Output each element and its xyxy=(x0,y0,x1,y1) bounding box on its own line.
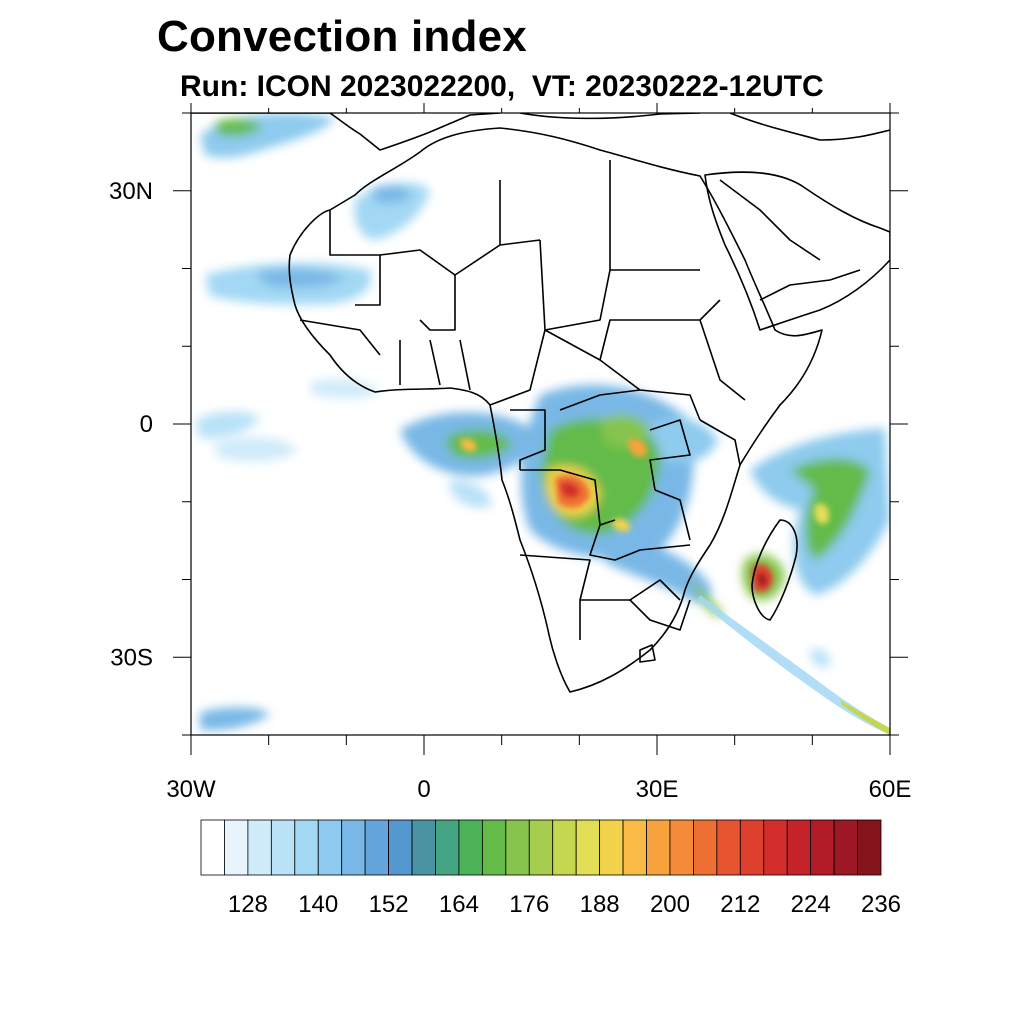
colorbar-swatch xyxy=(341,819,366,876)
colorbar-swatch xyxy=(270,819,296,876)
field-north-atlantic-core xyxy=(215,118,262,136)
field-atlantic-west xyxy=(195,411,260,439)
colorbar-label: 200 xyxy=(650,891,690,918)
field-front-streak xyxy=(698,595,890,735)
coastlines xyxy=(191,113,890,693)
field-mascarene-mid xyxy=(790,458,870,560)
x-tick-label: 30W xyxy=(166,776,216,803)
colorbar-swatch xyxy=(669,819,694,876)
field-southern-spot xyxy=(810,648,831,668)
colorbar-swatch xyxy=(810,819,835,876)
colorbar-swatch xyxy=(317,819,343,876)
colorbar-swatch xyxy=(833,819,858,876)
field-congo-spot xyxy=(628,439,647,457)
axis-labels: 30W 0 30E 60E 30N 0 30S xyxy=(109,178,911,803)
colorbar-swatch xyxy=(646,819,671,876)
colorbar-swatch xyxy=(224,819,249,876)
convection-field xyxy=(195,113,890,735)
colorbar-swatch xyxy=(528,819,554,876)
field-atlantic-streak xyxy=(212,437,298,462)
colorbar-swatch xyxy=(200,819,225,876)
colorbar-swatch xyxy=(786,819,812,876)
colorbar-swatch xyxy=(599,819,624,876)
colorbar-swatch xyxy=(763,819,788,876)
colorbar xyxy=(200,819,882,876)
y-tick-label: 0 xyxy=(140,411,153,438)
field-western-sahara-core xyxy=(372,185,412,204)
colorbar-swatch xyxy=(364,819,389,876)
colorbar-swatch xyxy=(622,819,647,876)
colorbar-label: 164 xyxy=(439,891,479,918)
field-front-core xyxy=(840,700,890,735)
colorbar-label: 236 xyxy=(861,891,901,918)
field-western-sahara xyxy=(354,182,430,240)
colorbar-swatch xyxy=(294,819,319,876)
colorbar-swatch xyxy=(481,819,507,876)
chart-subtitle: Run: ICON 2023022200, VT: 20230222-12UTC xyxy=(180,70,824,103)
colorbar-swatch xyxy=(505,819,530,876)
field-mauritania-core xyxy=(255,268,345,288)
x-tick-label: 0 xyxy=(417,776,430,803)
colorbar-swatch xyxy=(739,819,765,876)
colorbar-swatch xyxy=(388,819,413,876)
colorbar-swatch xyxy=(435,819,460,876)
field-madagascar-core xyxy=(757,573,768,586)
field-congo-northeast xyxy=(600,414,650,448)
colorbar-swatch xyxy=(575,819,601,876)
chart-title: Convection index xyxy=(157,12,527,61)
field-mascarene-spot xyxy=(814,503,830,525)
field-gabon-spot xyxy=(460,438,477,452)
colorbar-swatch xyxy=(716,819,741,876)
field-great-lakes xyxy=(650,418,718,464)
field-congo-core xyxy=(560,481,580,498)
field-south-atlantic-corner xyxy=(200,707,270,731)
field-gabon-offshore xyxy=(450,479,492,508)
axis-ticks xyxy=(173,103,908,755)
colorbar-label: 128 xyxy=(228,891,268,918)
colorbar-swatch xyxy=(693,819,718,876)
field-zambia-spot xyxy=(612,518,631,532)
colorbar-labels: 128 140 152 164 176 188 200 212 224 236 xyxy=(228,891,901,918)
y-tick-label: 30N xyxy=(109,178,153,205)
colorbar-label: 188 xyxy=(580,891,620,918)
colorbar-label: 212 xyxy=(720,891,760,918)
x-tick-label: 60E xyxy=(869,776,912,803)
colorbar-label: 140 xyxy=(298,891,338,918)
y-tick-label: 30S xyxy=(110,644,153,671)
colorbar-label: 176 xyxy=(509,891,549,918)
field-guinea-coast xyxy=(310,379,380,399)
colorbar-label: 152 xyxy=(369,891,409,918)
colorbar-swatch xyxy=(857,819,882,876)
colorbar-swatch xyxy=(247,819,272,876)
colorbar-swatch xyxy=(552,819,577,876)
colorbar-swatch xyxy=(411,819,436,876)
x-tick-label: 30E xyxy=(636,776,679,803)
colorbar-swatch xyxy=(458,819,483,876)
colorbar-label: 224 xyxy=(791,891,831,918)
